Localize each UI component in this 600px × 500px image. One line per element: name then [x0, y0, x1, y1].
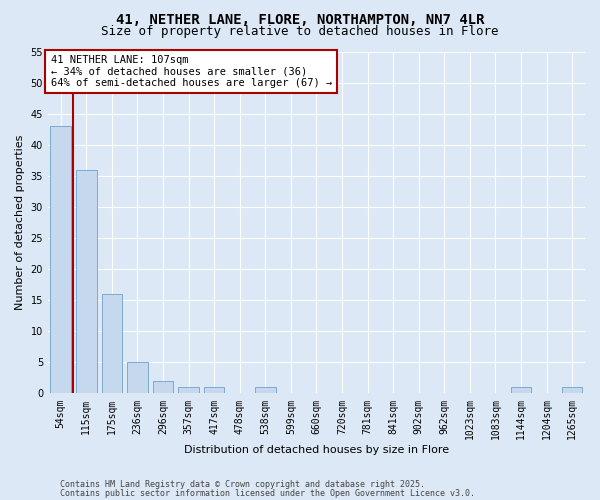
Bar [511, 387, 531, 394]
Text: Contains public sector information licensed under the Open Government Licence v3: Contains public sector information licen… [60, 488, 475, 498]
Bar [101, 294, 122, 394]
Y-axis label: Number of detached properties: Number of detached properties [15, 135, 25, 310]
Bar [153, 381, 173, 394]
Bar [562, 387, 583, 394]
X-axis label: Distribution of detached houses by size in Flore: Distribution of detached houses by size … [184, 445, 449, 455]
Bar [76, 170, 97, 394]
Bar [50, 126, 71, 394]
Text: 41, NETHER LANE, FLORE, NORTHAMPTON, NN7 4LR: 41, NETHER LANE, FLORE, NORTHAMPTON, NN7… [116, 12, 484, 26]
Bar [127, 362, 148, 394]
Text: Size of property relative to detached houses in Flore: Size of property relative to detached ho… [101, 25, 499, 38]
Text: 41 NETHER LANE: 107sqm
← 34% of detached houses are smaller (36)
64% of semi-det: 41 NETHER LANE: 107sqm ← 34% of detached… [50, 55, 332, 88]
Text: Contains HM Land Registry data © Crown copyright and database right 2025.: Contains HM Land Registry data © Crown c… [60, 480, 425, 489]
Bar [178, 387, 199, 394]
Bar [255, 387, 275, 394]
Bar [204, 387, 224, 394]
